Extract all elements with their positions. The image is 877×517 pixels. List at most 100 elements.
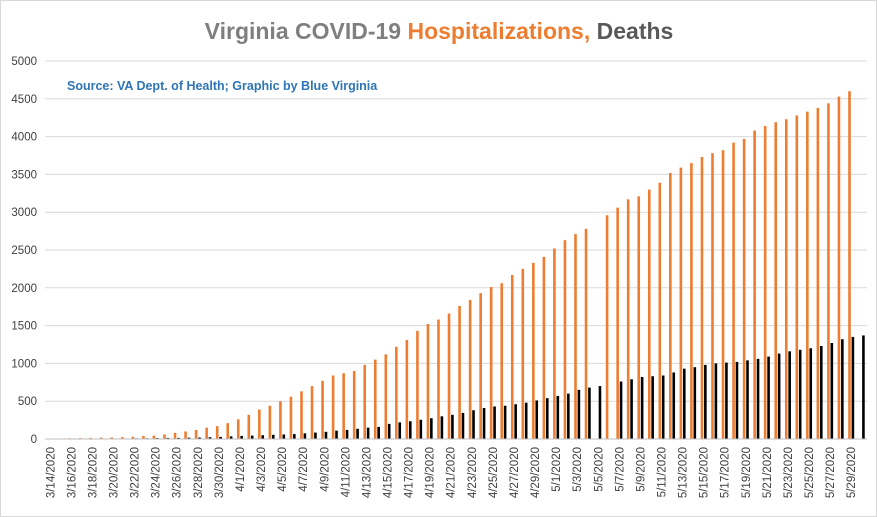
deaths-bar	[819, 346, 823, 439]
hospitalizations-bar	[363, 364, 367, 439]
x-tick-label: 4/9/2020	[319, 447, 331, 492]
x-tick-label: 5/15/2020	[699, 447, 711, 498]
x-tick-label: 5/27/2020	[825, 447, 837, 498]
hospitalizations-bar	[310, 386, 314, 439]
hospitalizations-bar	[142, 435, 145, 439]
x-tick-label: 4/5/2020	[277, 447, 289, 492]
x-tick-label: 3/14/2020	[45, 447, 57, 498]
deaths-bar	[704, 364, 707, 439]
x-tick-label: 5/11/2020	[657, 447, 669, 497]
deaths-bar	[809, 348, 813, 439]
deaths-bar	[556, 395, 560, 439]
hospitalizations-bar	[173, 432, 177, 439]
deaths-bar	[661, 375, 665, 439]
hospitalizations-bar	[373, 359, 377, 439]
deaths-bar	[493, 406, 496, 439]
deaths-bar	[567, 393, 570, 439]
x-tick-label: 4/17/2020	[404, 447, 416, 498]
x-tick-label: 5/5/2020	[593, 447, 605, 492]
deaths-bar	[577, 389, 581, 439]
hospitalizations-bar	[215, 426, 219, 439]
hospitalizations-bar	[637, 196, 641, 439]
hospitalizations-bar	[700, 157, 704, 439]
hospitalizations-bar	[152, 435, 156, 439]
hospitalizations-bar	[331, 375, 335, 439]
hospitalizations-bar	[279, 401, 282, 439]
deaths-bar	[725, 362, 728, 439]
gridlines	[45, 60, 867, 402]
hospitalizations-bar	[99, 437, 103, 439]
deaths-bar	[651, 376, 654, 439]
x-tick-label: 5/17/2020	[720, 447, 732, 498]
deaths-bar	[282, 434, 286, 439]
deaths-bar	[756, 358, 760, 439]
deaths-bar	[198, 437, 201, 439]
x-tick-label: 3/26/2020	[172, 447, 184, 498]
hospitalizations-bar	[321, 380, 324, 439]
deaths-bar	[841, 339, 844, 439]
y-tick-label: 1500	[11, 321, 37, 333]
hospitalizations-bar	[405, 339, 409, 439]
hospitalizations-bar	[553, 248, 556, 439]
hospitalizations-bar	[616, 207, 619, 439]
hospitalizations-bar	[795, 115, 799, 440]
y-tick-label: 0	[31, 434, 37, 446]
deaths-bar	[408, 421, 412, 439]
deaths-bar	[187, 437, 191, 439]
deaths-bar	[682, 368, 686, 439]
y-tick-label: 3500	[11, 169, 37, 181]
deaths-bar	[619, 381, 623, 439]
x-tick-label: 4/7/2020	[298, 447, 310, 492]
x-tick-label: 4/29/2020	[530, 447, 542, 498]
x-tick-label: 4/3/2020	[256, 447, 268, 492]
x-tick-label: 5/25/2020	[804, 447, 816, 498]
hospitalizations-bar	[584, 228, 588, 439]
deaths-bar	[588, 387, 591, 439]
x-tick-label: 4/11/2020	[340, 447, 352, 497]
hospitalizations-bar	[426, 324, 430, 439]
deaths-bar	[746, 360, 749, 439]
hospitalizations-bar	[89, 437, 93, 439]
x-tick-label: 4/25/2020	[488, 447, 500, 498]
deaths-bar	[366, 427, 370, 439]
y-tick-label: 2000	[11, 283, 37, 295]
x-tick-label: 4/13/2020	[361, 447, 373, 498]
y-tick-label: 500	[18, 396, 37, 408]
deaths-bar	[219, 436, 222, 439]
deaths-bar	[514, 404, 517, 439]
deaths-bar	[271, 434, 275, 439]
x-tick-label: 3/18/2020	[87, 447, 99, 498]
deaths-bar	[261, 435, 265, 439]
hospitalizations-bar	[131, 436, 135, 439]
hospitalizations-bar	[679, 167, 683, 439]
hospitalizations-bar	[848, 91, 851, 440]
y-tick-label: 2500	[11, 245, 37, 257]
x-tick-label: 4/21/2020	[446, 447, 458, 498]
x-tick-label: 5/29/2020	[846, 447, 858, 498]
hospitalizations-bar	[753, 130, 756, 440]
hospitalizations-bar	[384, 354, 388, 439]
deaths-bar	[335, 430, 338, 439]
hospitalizations-bar	[563, 240, 567, 439]
deaths-bar	[714, 363, 718, 439]
y-tick-label: 4500	[11, 94, 37, 106]
hospitalizations-bar	[510, 274, 514, 439]
hospitalizations-bar	[574, 234, 577, 439]
hospitalizations-bar	[110, 437, 114, 439]
deaths-bar	[387, 423, 391, 439]
hospitalizations-bar	[542, 256, 546, 439]
hospitalizations-bar	[721, 150, 725, 439]
y-axis-ticks: 0 500 1000 1500 2000 2500 3000 3500 4000 4500 5000	[11, 56, 37, 446]
x-tick-label: 5/3/2020	[572, 447, 584, 492]
deaths-bar	[398, 422, 402, 439]
hospitalizations-bar	[647, 189, 651, 439]
x-tick-label: 5/7/2020	[614, 447, 626, 492]
bars	[47, 91, 865, 440]
hospitalizations-bar	[732, 142, 735, 439]
x-tick-label: 5/19/2020	[741, 447, 753, 498]
hospitalizations-bar	[268, 405, 272, 439]
x-tick-label: 5/1/2020	[551, 447, 563, 492]
hospitalizations-bar	[837, 96, 841, 439]
hospitalizations-bar	[194, 429, 198, 439]
